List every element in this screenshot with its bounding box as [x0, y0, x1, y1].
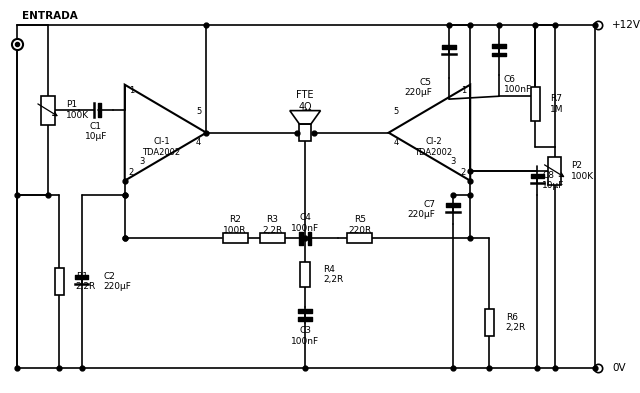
Text: CI-2
TDA2002: CI-2 TDA2002: [415, 138, 452, 157]
Bar: [54, 268, 64, 295]
Text: P2
100K: P2 100K: [571, 162, 594, 181]
Text: R6
2,2R: R6 2,2R: [506, 312, 526, 332]
Text: C5
220μF: C5 220μF: [404, 78, 432, 97]
Text: FTE
4Ω: FTE 4Ω: [296, 90, 314, 112]
Text: R3
2,2R: R3 2,2R: [262, 215, 283, 235]
Bar: [300, 124, 311, 141]
Bar: [300, 262, 310, 287]
Text: 5: 5: [196, 107, 201, 116]
Text: 1: 1: [129, 86, 134, 95]
Text: C1
10μF: C1 10μF: [84, 121, 107, 141]
Text: R5
220R: R5 220R: [348, 215, 371, 235]
Text: C7
220μF: C7 220μF: [408, 200, 436, 219]
Bar: [484, 309, 494, 336]
Text: 3: 3: [140, 157, 145, 166]
Text: R1
2,2R: R1 2,2R: [76, 272, 96, 291]
Text: C2
220μF: C2 220μF: [104, 272, 131, 291]
Text: R7
1M: R7 1M: [550, 94, 563, 114]
Text: R4
2,2R: R4 2,2R: [323, 265, 344, 285]
Text: C4
100nF: C4 100nF: [291, 213, 319, 233]
Text: 3: 3: [451, 157, 456, 166]
Text: 4: 4: [196, 138, 201, 147]
Bar: [41, 96, 54, 125]
Text: ENTRADA: ENTRADA: [22, 11, 78, 20]
Bar: [223, 233, 248, 243]
Text: 2: 2: [129, 169, 134, 178]
Text: 4: 4: [394, 138, 399, 147]
Text: 2: 2: [461, 169, 466, 178]
Bar: [531, 86, 540, 121]
Text: C3
100nF: C3 100nF: [291, 327, 319, 346]
Text: C6
100nF: C6 100nF: [504, 75, 532, 94]
Text: C8
10μF: C8 10μF: [542, 171, 564, 190]
Text: 5: 5: [394, 107, 399, 116]
Text: P1
100K: P1 100K: [66, 101, 90, 120]
Text: CI-1
TDA2002: CI-1 TDA2002: [142, 138, 180, 157]
Bar: [348, 233, 372, 243]
Text: +12V: +12V: [612, 20, 640, 30]
Bar: [548, 157, 561, 185]
Bar: [260, 233, 285, 243]
Text: 1: 1: [461, 86, 466, 95]
Text: R2
100R: R2 100R: [223, 215, 247, 235]
Text: 0V: 0V: [612, 363, 626, 373]
